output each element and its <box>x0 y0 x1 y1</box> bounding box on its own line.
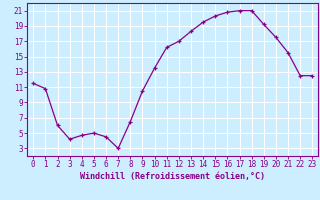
X-axis label: Windchill (Refroidissement éolien,°C): Windchill (Refroidissement éolien,°C) <box>80 172 265 181</box>
